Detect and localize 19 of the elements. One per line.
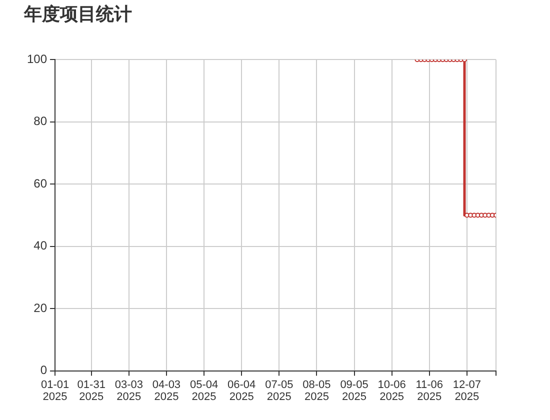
x-tick-label: 01-01 2025 [40,378,70,403]
y-tick-label: 100 [26,52,48,66]
x-tick-label: 11-06 2025 [416,378,444,403]
x-tick-label: 06-04 2025 [228,378,256,403]
x-tick-label: 05-04 2025 [190,378,218,403]
chart-title: 年度项目统计 [23,4,132,24]
x-tick-label: 07-05 2025 [265,378,294,403]
x-tick-label: 08-05 2025 [302,378,331,403]
x-tick-label: 01-31 2025 [77,378,106,403]
y-tick-label: 0 [40,363,48,378]
y-tick-label: 80 [34,114,48,128]
x-tick-label: 12-07 2025 [452,378,481,403]
y-tick-label: 20 [34,300,48,315]
y-tick-label: 40 [34,238,48,253]
x-tick-label: 10-06 2025 [378,378,406,403]
y-tick-label: 60 [34,176,48,190]
x-tick-label: 09-05 2025 [340,378,368,403]
x-tick-label: 03-03 2025 [114,378,143,403]
x-tick-label: 04-03 2025 [152,378,181,403]
